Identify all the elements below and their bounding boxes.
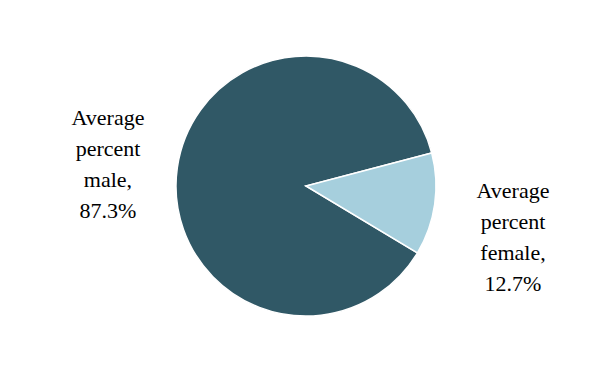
slice-label-line: male, (84, 167, 132, 192)
slice-label-line: percent (481, 209, 546, 234)
slice-value-label: 87.3% (80, 198, 137, 223)
pie (176, 56, 436, 316)
slice-label-line: percent (76, 136, 141, 161)
chart: Average percent male, 87.3% Average percent fe… (0, 0, 616, 377)
slice-label-line: Average (72, 105, 145, 130)
slice-label: Average percent male, 87.3% (72, 105, 145, 223)
slice-value-label: 12.7% (485, 271, 542, 296)
slice-label-line: Average (477, 178, 550, 203)
pie-slice (306, 153, 436, 253)
slice-label: Average percent female, 12.7% (477, 178, 550, 296)
slice-label-line: female, (480, 240, 545, 265)
